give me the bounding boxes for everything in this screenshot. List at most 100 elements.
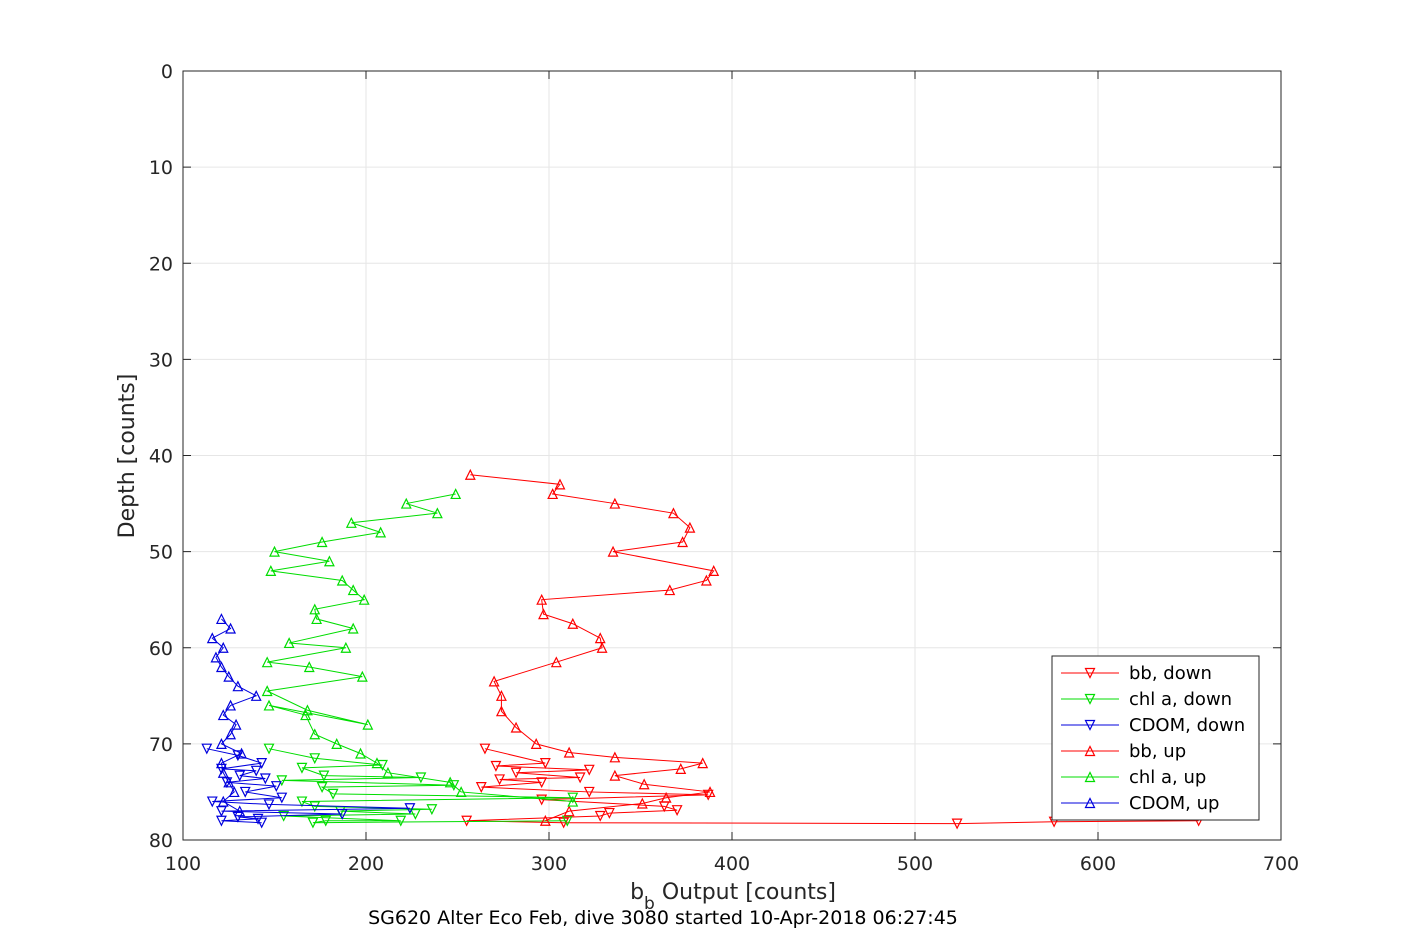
y-tick-label: 0: [161, 61, 173, 83]
data-point-marker: [495, 689, 507, 701]
series-cdom-up: [206, 613, 262, 817]
data-point-marker: [250, 689, 262, 701]
data-point-marker: [234, 770, 246, 782]
data-point-marker: [215, 815, 227, 827]
data-point-marker: [276, 792, 288, 804]
data-point-marker: [347, 622, 359, 634]
data-point-marker: [210, 651, 222, 663]
data-point-marker: [539, 814, 551, 826]
data-point-marker: [697, 757, 709, 769]
data-point-marker: [563, 805, 575, 817]
data-point-marker: [538, 608, 549, 620]
data-point-marker: [232, 811, 244, 823]
data-point-marker: [708, 565, 720, 576]
data-point-marker: [265, 565, 277, 576]
data-point-marker: [636, 797, 648, 809]
data-point-marker: [223, 670, 235, 682]
data-point-marker: [664, 584, 676, 596]
x-axis-label-main: b: [630, 880, 644, 905]
data-point-marker: [704, 786, 716, 798]
data-point-marker: [547, 488, 559, 500]
data-point-marker: [675, 763, 687, 774]
dive-caption: SG620 Alter Eco Feb, dive 3080 started 1…: [368, 907, 958, 929]
data-point-marker: [536, 794, 548, 806]
y-tick-label: 80: [149, 830, 173, 852]
data-point-marker: [225, 622, 237, 634]
data-point-marker: [375, 526, 387, 538]
x-tick-label: 200: [348, 853, 384, 875]
data-point-marker: [539, 757, 551, 769]
data-point-marker: [316, 782, 328, 793]
data-point-marker: [510, 767, 522, 779]
data-point-marker: [667, 507, 679, 519]
data-point-marker: [563, 746, 575, 758]
data-point-marker: [345, 516, 357, 528]
data-point-marker: [677, 536, 689, 548]
legend-marker: [1084, 797, 1096, 809]
data-point-marker: [215, 757, 227, 769]
data-point-marker: [276, 775, 288, 787]
data-point-marker: [309, 801, 321, 813]
legend-marker: [1084, 719, 1096, 731]
data-point-marker: [638, 778, 650, 790]
data-point-marker: [215, 738, 227, 749]
data-point-marker: [256, 757, 268, 769]
data-point-marker: [426, 804, 438, 816]
data-point-marker: [263, 743, 275, 755]
data-point-marker: [583, 764, 595, 776]
data-point-marker: [215, 613, 227, 625]
data-point-marker: [296, 762, 308, 774]
data-point-marker: [323, 555, 335, 567]
data-point-marker: [951, 818, 963, 830]
data-point-marker: [550, 656, 562, 668]
legend-marker: [1084, 745, 1096, 757]
data-point-marker: [217, 766, 229, 778]
x-axis-label-subscript: b: [644, 894, 655, 914]
data-point-marker: [494, 774, 506, 786]
data-point-marker: [263, 699, 275, 711]
data-point-marker: [490, 760, 502, 772]
y-tick-label: 50: [149, 542, 173, 564]
data-point-marker: [409, 808, 421, 820]
data-point-marker: [318, 770, 330, 782]
y-axis-label: Depth [counts]: [115, 374, 140, 539]
data-point-marker: [475, 782, 487, 793]
data-point-marker: [400, 497, 412, 509]
data-point-marker: [232, 680, 244, 692]
data-point-marker: [536, 593, 548, 605]
y-tick-label: 60: [149, 638, 173, 660]
data-point-marker: [684, 521, 696, 533]
x-tick-label: 100: [165, 853, 201, 875]
data-point-marker: [232, 750, 244, 762]
legend-box: [1051, 655, 1260, 821]
data-point-marker: [225, 728, 237, 740]
data-point-marker: [239, 786, 251, 798]
data-point-marker: [309, 728, 321, 740]
data-point-marker: [362, 718, 374, 730]
data-point-marker: [464, 468, 476, 480]
data-point-marker: [215, 806, 227, 818]
y-tick-label: 70: [149, 734, 173, 756]
legend-label: bb, down: [1129, 663, 1212, 684]
ticks: 100 200 300 400 500 600 700 0 10 20 30 40 50 60 70 80: [149, 61, 1299, 875]
data-point-marker: [536, 777, 548, 789]
data-point-marker: [603, 807, 615, 819]
data-point-marker: [252, 813, 264, 825]
data-point-marker: [340, 641, 352, 653]
data-point-marker: [607, 545, 619, 557]
data-point-marker: [355, 747, 366, 759]
data-point-marker: [269, 545, 280, 557]
data-point-marker: [250, 765, 262, 777]
data-point-marker: [311, 613, 323, 625]
data-point-marker: [700, 574, 712, 586]
series-cdom-down: [201, 743, 416, 829]
data-point-marker: [270, 781, 282, 793]
x-tick-label: 300: [531, 853, 567, 875]
data-point-marker: [404, 803, 416, 815]
data-point-marker: [358, 593, 370, 605]
y-tick-label: 30: [149, 349, 173, 371]
x-tick-label: 600: [1080, 853, 1116, 875]
data-point-marker: [574, 772, 586, 784]
data-point-marker: [450, 488, 462, 500]
